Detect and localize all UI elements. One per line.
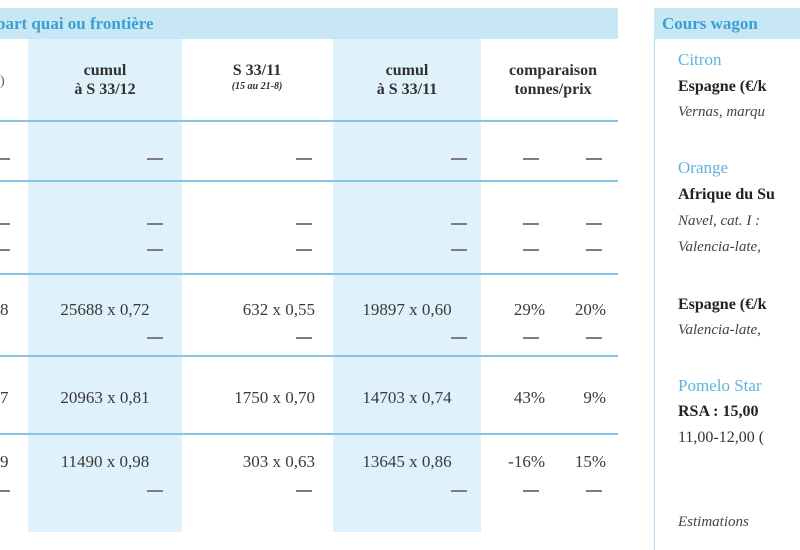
empty-dash bbox=[296, 158, 312, 160]
variety-line: Vernas, marqu bbox=[678, 104, 765, 120]
empty-dash bbox=[296, 249, 312, 251]
cell-compare-tonnes: 43% bbox=[513, 388, 545, 407]
variety-line: Navel, cat. I : bbox=[678, 213, 761, 229]
origin-line: RSA : 15,00 bbox=[678, 403, 759, 420]
empty-dash bbox=[586, 490, 602, 492]
empty-dash bbox=[296, 490, 312, 492]
cell-compare-tonnes: 29% bbox=[513, 300, 545, 319]
col-header-cumul-2012: cumul à S 33/12 bbox=[28, 61, 182, 99]
cell-cumul-2011: 13645 x 0,86 bbox=[362, 452, 452, 471]
cell-cumul-2012: 20963 x 0,81 bbox=[60, 388, 150, 407]
empty-dash bbox=[147, 490, 163, 492]
empty-dash bbox=[147, 337, 163, 339]
empty-dash bbox=[523, 249, 539, 251]
estimations-note: Estimations bbox=[678, 514, 749, 530]
cell-compare-tonnes: -16% bbox=[508, 452, 545, 471]
cell-cumul-2011: 14703 x 0,74 bbox=[362, 388, 452, 407]
table-header-bar: part quai ou frontière bbox=[0, 8, 618, 39]
col-header-line: tonnes/prix bbox=[514, 81, 592, 98]
origin-line: Afrique du Su bbox=[678, 186, 775, 203]
empty-dash bbox=[451, 223, 467, 225]
row-divider bbox=[0, 120, 618, 122]
product-pomelo: Pomelo Star bbox=[678, 376, 762, 395]
price-line: 11,00-12,00 ( bbox=[678, 429, 765, 446]
edge-fragment: ) bbox=[0, 74, 5, 89]
panel-divider bbox=[654, 39, 655, 550]
col-header-line: S 33/11 bbox=[232, 62, 282, 79]
empty-dash bbox=[586, 158, 602, 160]
empty-dash bbox=[523, 158, 539, 160]
col-header-line: à S 33/12 bbox=[74, 81, 136, 98]
empty-dash bbox=[586, 223, 602, 225]
empty-dash bbox=[586, 249, 602, 251]
empty-dash bbox=[147, 223, 163, 225]
empty-dash bbox=[147, 249, 163, 251]
col-header-subtitle: (15 au 21-8) bbox=[231, 81, 283, 92]
edge-value: 8 bbox=[0, 300, 9, 319]
empty-dash bbox=[296, 223, 312, 225]
empty-dash bbox=[451, 337, 467, 339]
cell-week-2011: 303 x 0,63 bbox=[242, 452, 315, 471]
variety-line: Valencia-late, bbox=[678, 322, 761, 338]
cell-cumul-2012: 11490 x 0,98 bbox=[60, 452, 150, 471]
col-header-week-2011: S 33/11 (15 au 21-8) bbox=[188, 61, 326, 94]
cell-compare-price: 15% bbox=[574, 452, 606, 471]
variety-line: Valencia-late, bbox=[678, 239, 761, 255]
cell-cumul-2012: 25688 x 0,72 bbox=[60, 300, 150, 319]
edge-value: 7 bbox=[0, 388, 9, 407]
empty-dash bbox=[451, 249, 467, 251]
empty-dash bbox=[147, 158, 163, 160]
col-header-cumul-2011: cumul à S 33/11 bbox=[333, 61, 481, 99]
empty-dash bbox=[296, 337, 312, 339]
empty-dash bbox=[523, 223, 539, 225]
row-divider bbox=[0, 273, 618, 275]
empty-dash bbox=[523, 490, 539, 492]
col-header-comparison: comparaison tonnes/prix bbox=[488, 61, 618, 99]
col-header-line: cumul bbox=[385, 62, 429, 79]
origin-line: Espagne (€/k bbox=[678, 296, 767, 313]
empty-dash bbox=[586, 337, 602, 339]
col-header-line: cumul bbox=[83, 62, 127, 79]
cell-compare-price: 9% bbox=[583, 388, 606, 407]
empty-dash bbox=[0, 249, 10, 251]
row-divider bbox=[0, 433, 618, 435]
product-lemon: Citron bbox=[678, 50, 722, 69]
empty-dash bbox=[451, 158, 467, 160]
table-header-title: part quai ou frontière bbox=[0, 14, 154, 33]
empty-dash bbox=[0, 490, 10, 492]
row-divider bbox=[0, 355, 618, 357]
cell-cumul-2011: 19897 x 0,60 bbox=[362, 300, 452, 319]
price-header-title: Cours wagon bbox=[662, 14, 758, 33]
price-header-bar: Cours wagon bbox=[654, 8, 800, 39]
edge-value: 9 bbox=[0, 452, 9, 471]
col-header-line: comparaison bbox=[509, 62, 597, 79]
empty-dash bbox=[523, 337, 539, 339]
product-orange: Orange bbox=[678, 158, 729, 177]
row-divider bbox=[0, 180, 618, 182]
empty-dash bbox=[0, 223, 10, 225]
origin-line: Espagne (€/k bbox=[678, 78, 767, 95]
cell-week-2011: 632 x 0,55 bbox=[242, 300, 315, 319]
col-header-line: à S 33/11 bbox=[376, 81, 438, 98]
cell-compare-price: 20% bbox=[574, 300, 606, 319]
empty-dash bbox=[0, 158, 10, 160]
empty-dash bbox=[451, 490, 467, 492]
cell-week-2011: 1750 x 0,70 bbox=[234, 388, 315, 407]
